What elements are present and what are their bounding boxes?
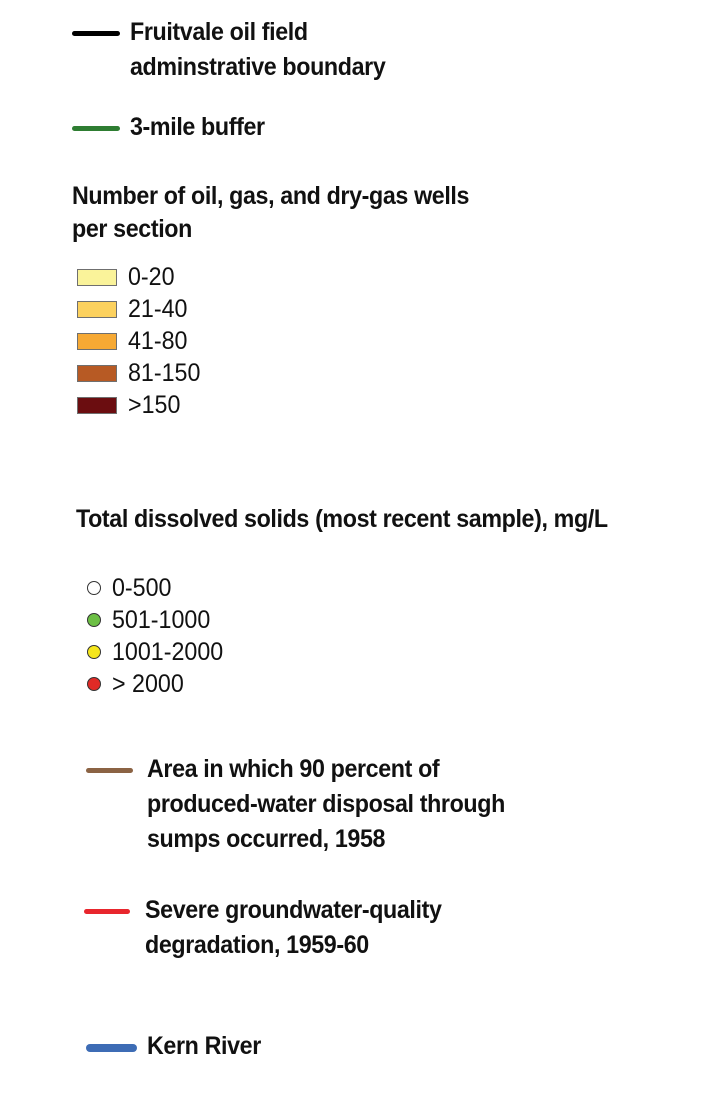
wells-class-label: >150 — [128, 391, 181, 419]
wells-class-row: 21-40 — [77, 294, 192, 325]
wells-class-label: 21-40 — [128, 295, 188, 323]
buffer-label: 3-mile buffer — [130, 113, 265, 141]
buffer-line-swatch — [72, 126, 120, 131]
wells-class-row: 0-20 — [77, 262, 178, 293]
legend-item-river: Kern River — [86, 1029, 269, 1064]
tds-class-dot — [87, 677, 101, 691]
wells-class-swatch — [77, 301, 117, 318]
river-line-swatch — [86, 1044, 137, 1052]
tds-class-label: 1001-2000 — [112, 637, 224, 666]
wells-class-swatch — [77, 397, 117, 414]
wells-class-swatch — [77, 333, 117, 350]
legend-item-sumps: Area in which 90 percent of produced-wat… — [86, 752, 532, 857]
degradation-label: Severe groundwater-quality degradation, … — [145, 896, 442, 959]
tds-class-row: > 2000 — [87, 668, 189, 700]
wells-class-row: 41-80 — [77, 326, 192, 357]
tds-class-row: 501-1000 — [87, 604, 218, 636]
legend-item-boundary: Fruitvale oil field adminstrative bounda… — [72, 15, 405, 85]
tds-class-dot — [87, 645, 101, 659]
boundary-line-swatch — [72, 31, 120, 36]
degradation-line-swatch — [84, 909, 130, 914]
tds-class-label: 0-500 — [112, 573, 172, 602]
tds-class-row: 0-500 — [87, 572, 176, 604]
wells-legend-title: Number of oil, gas, and dry-gas wells pe… — [72, 182, 470, 243]
wells-class-swatch — [77, 365, 117, 382]
wells-class-label: 0-20 — [128, 263, 175, 291]
sumps-line-swatch — [86, 768, 133, 773]
tds-class-dot — [87, 581, 101, 595]
wells-class-label: 41-80 — [128, 327, 188, 355]
tds-class-label: 501-1000 — [112, 605, 211, 634]
legend-item-degradation: Severe groundwater-quality degradation, … — [84, 893, 464, 963]
tds-class-label: > 2000 — [112, 669, 184, 698]
river-label: Kern River — [147, 1032, 261, 1060]
legend-item-buffer: 3-mile buffer — [72, 110, 275, 145]
wells-class-swatch — [77, 269, 117, 286]
wells-class-row: >150 — [77, 390, 184, 421]
wells-class-label: 81-150 — [128, 359, 201, 387]
tds-class-dot — [87, 613, 101, 627]
wells-class-row: 81-150 — [77, 358, 206, 389]
tds-class-row: 1001-2000 — [87, 636, 232, 668]
boundary-label: Fruitvale oil field adminstrative bounda… — [130, 18, 386, 81]
tds-legend-title: Total dissolved solids (most recent samp… — [76, 505, 608, 533]
sumps-label: Area in which 90 percent of produced-wat… — [147, 755, 505, 853]
